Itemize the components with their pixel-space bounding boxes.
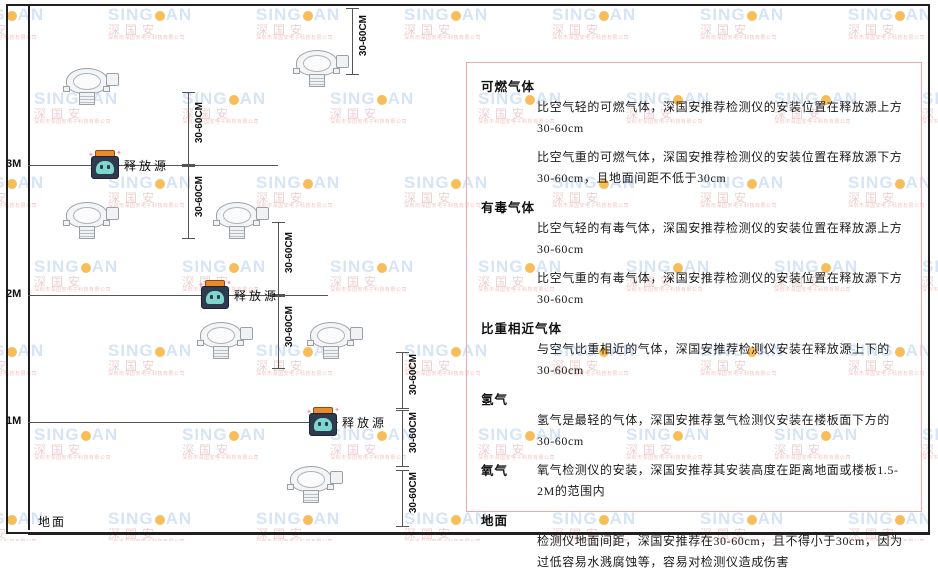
installation-guidelines-panel: 可燃气体 比空气轻的可燃气体，深国安推荐检测仪的安装位置在释放源上方30-60cm… (466, 62, 922, 569)
dimension: 30-60CM (272, 296, 295, 369)
ground-label: 地面 (38, 515, 67, 529)
section-paragraph: 氢气是最轻的气体，深国安推荐氢气检测仪安装在楼板面下方的30-60cm (537, 413, 890, 448)
dimension-line (352, 8, 353, 74)
dimension-tick (272, 368, 285, 369)
dimension: 30-60CM (346, 8, 369, 75)
dimension-line (278, 222, 279, 294)
dimension-line (402, 410, 403, 466)
dimension-label: 30-60CM (284, 306, 295, 348)
section-heading: 有毒气体 (481, 201, 536, 215)
dimension-label: 30-60CM (408, 472, 419, 514)
dimension-label: 30-60CM (194, 176, 205, 218)
level-line-1m (28, 422, 338, 423)
dimension-label: 30-60CM (408, 412, 419, 454)
section-heading: 可燃气体 (481, 80, 536, 94)
section-paragraph: 比空气重的可燃气体，深国安推荐检测仪的安装位置在释放源下方30-60cm，且地面… (537, 150, 903, 185)
section-heading: 氢气 (481, 393, 509, 407)
release-source-icon: ✦✦✦ (306, 407, 340, 437)
guideline-section: 地面检测仪地面间距，深国安推荐在30-60cm，且不得小于30cm，因为过低容易… (481, 510, 907, 573)
dimension-line (402, 470, 403, 526)
dimension-label: 30-60CM (284, 232, 295, 274)
release-source-label: 释放源 (124, 159, 170, 173)
dimension-tick (396, 526, 409, 527)
dimension: 30-60CM (396, 352, 419, 409)
dimension-tick (272, 294, 285, 295)
guideline-section: 氧气 氧气检测仪的安装，深国安推荐其安装高度在距离地面或楼板1.5-2M的范围内 (481, 460, 907, 502)
dimension-tick (396, 410, 409, 411)
section-paragraph: 检测仪地面间距，深国安推荐在30-60cm，且不得小于30cm，因为过低容易水溅… (537, 534, 903, 569)
gas-detector-icon (292, 48, 350, 90)
section-paragraph: 比空气轻的有毒气体，深国安推荐检测仪的安装位置在释放源上方30-60cm (537, 221, 903, 256)
level-line-2m (28, 295, 328, 296)
section-paragraph: 与空气比重相近的气体，深国安推荐检测仪安装在释放源上下的30-60cm (537, 342, 890, 377)
axis-label-2m: 2M (6, 288, 22, 300)
dimension-tick (182, 166, 195, 167)
dimension-line (278, 296, 279, 368)
gas-detector-icon (196, 320, 254, 362)
gas-detector-icon (306, 320, 364, 362)
gas-detector-icon (286, 464, 344, 506)
dimension-line (188, 92, 189, 164)
dimension-line (402, 352, 403, 408)
dimension-tick (182, 164, 195, 165)
dimension-tick (272, 296, 285, 297)
axis-label-1m: 1M (6, 415, 22, 427)
section-paragraph: 氧气检测仪的安装，深国安推荐其安装高度在距离地面或楼板1.5-2M的范围内 (537, 463, 899, 498)
section-heading: 地面 (481, 514, 509, 528)
dimension-label: 30-60CM (194, 102, 205, 144)
gas-detector-icon (62, 200, 120, 242)
installation-height-diagram: 地面 3M 2M 1M 30-60CM 30-60CM 30-60CM 30-60CM 30-… (0, 0, 930, 541)
dimension-tick (182, 92, 195, 93)
vertical-axis (28, 4, 30, 530)
dimension-label: 30-60CM (358, 15, 369, 57)
guideline-section: 可燃气体 比空气轻的可燃气体，深国安推荐检测仪的安装位置在释放源上方30-60cm… (481, 76, 907, 189)
dimension: 30-60CM (396, 470, 419, 527)
guideline-section: 比重相近气体与空气比重相近的气体，深国安推荐检测仪安装在释放源上下的30-60c… (481, 318, 907, 381)
dimension-tick (182, 238, 195, 239)
dimension: 30-60CM (182, 166, 205, 239)
release-source-icon: ✦✦✦ (88, 150, 122, 180)
dimension: 30-60CM (272, 222, 295, 295)
ground-line (28, 533, 930, 535)
gas-detector-icon (212, 200, 270, 242)
section-paragraph: 比空气重的有毒气体，深国安推荐检测仪的安装位置在释放源下方30-60cm (537, 271, 903, 306)
release-source-label: 释放源 (234, 289, 280, 303)
section-heading: 比重相近气体 (481, 322, 563, 336)
dimension-tick (396, 466, 409, 467)
guideline-section: 有毒气体 比空气轻的有毒气体，深国安推荐检测仪的安装位置在释放源上方30-60cm… (481, 197, 907, 310)
guideline-section: 氢气氢气是最轻的气体，深国安推荐氢气检测仪安装在楼板面下方的30-60cm (481, 389, 907, 452)
dimension-label: 30-60CM (408, 354, 419, 396)
release-source-icon: ✦✦✦ (198, 280, 232, 310)
axis-label-3m: 3M (6, 158, 22, 170)
release-source-label: 释放源 (342, 416, 388, 430)
dimension-tick (396, 470, 409, 471)
dimension-tick (346, 8, 359, 9)
dimension-tick (396, 352, 409, 353)
section-paragraph: 比空气轻的可燃气体，深国安推荐检测仪的安装位置在释放源上方30-60cm (537, 100, 903, 135)
dimension-line (188, 166, 189, 238)
dimension-tick (272, 222, 285, 223)
dimension: 30-60CM (396, 410, 419, 467)
level-line-3m (28, 165, 278, 166)
dimension-tick (396, 408, 409, 409)
section-heading: 氧气 (481, 464, 509, 478)
dimension: 30-60CM (182, 92, 205, 165)
gas-detector-icon (62, 66, 120, 108)
dimension-tick (346, 74, 359, 75)
